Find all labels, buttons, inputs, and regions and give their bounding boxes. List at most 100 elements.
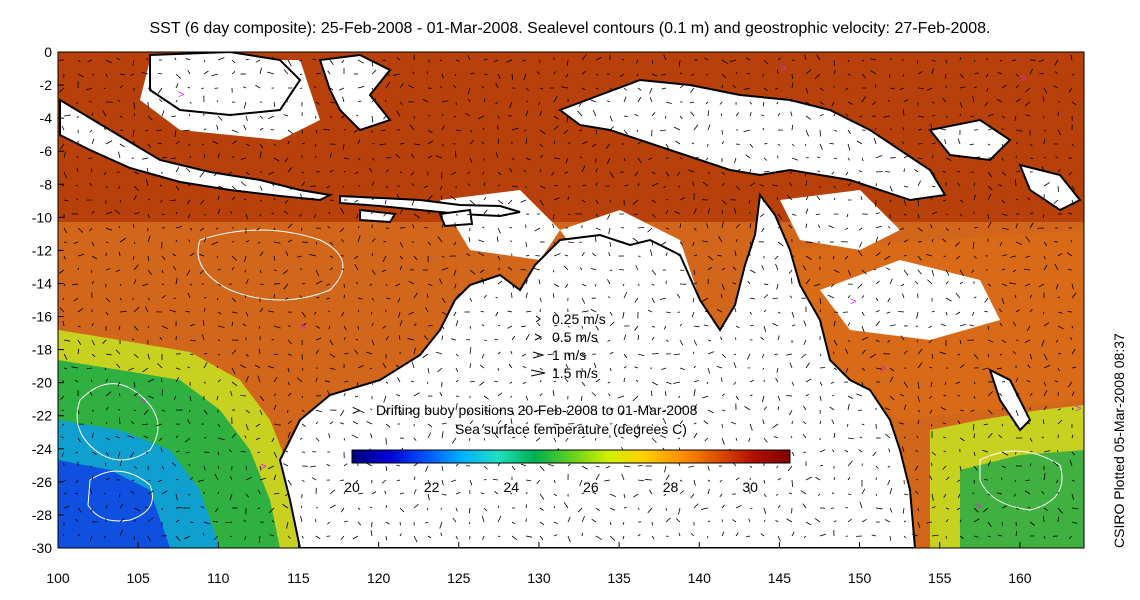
velocity-vector — [719, 479, 723, 483]
velocity-vector — [607, 296, 611, 299]
velocity-vector — [561, 86, 569, 89]
velocity-vector — [296, 255, 303, 258]
velocity-vector — [522, 381, 527, 385]
velocity-vector — [520, 199, 527, 203]
velocity-vector — [1043, 390, 1048, 397]
velocity-vector — [1053, 85, 1059, 89]
velocity-vector — [370, 408, 373, 411]
velocity-vector — [553, 184, 558, 187]
velocity-vector — [311, 197, 317, 201]
velocity-vector — [440, 185, 443, 191]
velocity-vector — [175, 83, 179, 89]
velocity-vector — [1070, 54, 1073, 61]
velocity-vector — [188, 463, 191, 467]
velocity-vector — [900, 335, 905, 341]
velocity-vector — [580, 395, 583, 401]
velocity-vector — [721, 283, 725, 291]
velocity-vector — [170, 157, 177, 160]
velocity-vector — [63, 101, 68, 105]
velocity-vector — [729, 59, 737, 63]
velocity-legend-label: 0.5 m/s — [552, 329, 598, 345]
velocity-vector — [427, 195, 433, 201]
velocity-vector — [955, 255, 961, 260]
velocity-vector — [133, 535, 135, 541]
velocity-vector — [147, 325, 149, 329]
velocity-vector — [605, 465, 611, 469]
velocity-vector — [861, 295, 865, 299]
velocity-vector — [245, 213, 248, 220]
velocity-vector — [998, 434, 1003, 439]
velocity-vector — [133, 307, 140, 313]
velocity-vector — [413, 213, 420, 219]
velocity-vector — [817, 493, 821, 496]
velocity-vector — [800, 490, 807, 495]
velocity-legend-label: 0.25 m/s — [552, 311, 606, 327]
velocity-vector — [665, 171, 670, 177]
velocity-vector — [790, 436, 793, 439]
velocity-vector — [623, 87, 628, 91]
velocity-vector — [595, 325, 599, 331]
velocity-vector — [735, 224, 741, 229]
velocity-vector — [228, 449, 233, 453]
colorbar-tick-label: 24 — [503, 479, 519, 495]
velocity-vector — [343, 380, 349, 383]
velocity-vector — [189, 227, 193, 231]
velocity-vector — [637, 96, 642, 103]
velocity-vector — [1028, 506, 1031, 509]
velocity-vector — [875, 280, 880, 285]
velocity-vector — [159, 98, 163, 103]
velocity-vector — [651, 437, 657, 443]
velocity-vector — [717, 254, 723, 257]
velocity-vector — [525, 224, 527, 229]
velocity-vector — [791, 479, 793, 487]
y-tick-label: -24 — [32, 441, 52, 457]
velocity-vector — [465, 113, 471, 117]
velocity-vector — [300, 515, 303, 523]
velocity-vector — [973, 296, 977, 299]
velocity-vector — [805, 241, 813, 243]
velocity-vector — [917, 521, 921, 529]
velocity-vector — [943, 493, 947, 498]
velocity-vector — [398, 311, 401, 318]
velocity-vector — [973, 72, 979, 75]
velocity-vector — [819, 395, 822, 401]
velocity-vector — [200, 199, 205, 205]
velocity-vector — [987, 185, 993, 191]
velocity-vector — [776, 101, 779, 105]
velocity-vector — [287, 185, 293, 191]
velocity-vector — [495, 152, 499, 159]
velocity-vector — [884, 407, 891, 411]
velocity-vector — [707, 208, 711, 215]
velocity-vector — [735, 395, 739, 401]
velocity-vector — [648, 157, 653, 160]
velocity-vector — [987, 460, 992, 467]
velocity-vector — [943, 436, 947, 439]
ocean-sw-blue — [58, 460, 170, 548]
velocity-vector — [917, 213, 920, 219]
velocity-vector — [595, 227, 601, 231]
velocity-vector — [157, 142, 163, 145]
velocity-vector — [131, 338, 135, 341]
velocity-vector — [413, 143, 421, 146]
velocity-vector — [903, 199, 907, 206]
velocity-vector — [523, 73, 527, 81]
velocity-vector — [1054, 59, 1059, 66]
velocity-vector — [385, 521, 390, 525]
velocity-vector — [287, 223, 293, 229]
velocity-vector — [959, 269, 965, 277]
velocity-vector — [651, 283, 655, 286]
velocity-vector — [189, 155, 191, 159]
velocity-vector — [721, 437, 725, 445]
velocity-vector — [581, 165, 586, 173]
velocity-vector — [171, 462, 177, 467]
velocity-vector — [786, 194, 793, 201]
velocity-vector — [217, 451, 220, 456]
velocity-vector — [493, 432, 499, 439]
velocity-vector — [301, 423, 307, 427]
buoy-legend-label: Drifting buoy positions 20-Feb-2008 to 0… — [376, 402, 698, 418]
velocity-vector — [147, 269, 152, 275]
velocity-vector — [665, 311, 671, 314]
velocity-vector — [829, 142, 835, 145]
velocity-vector — [595, 409, 598, 415]
velocity-vector — [340, 479, 345, 481]
